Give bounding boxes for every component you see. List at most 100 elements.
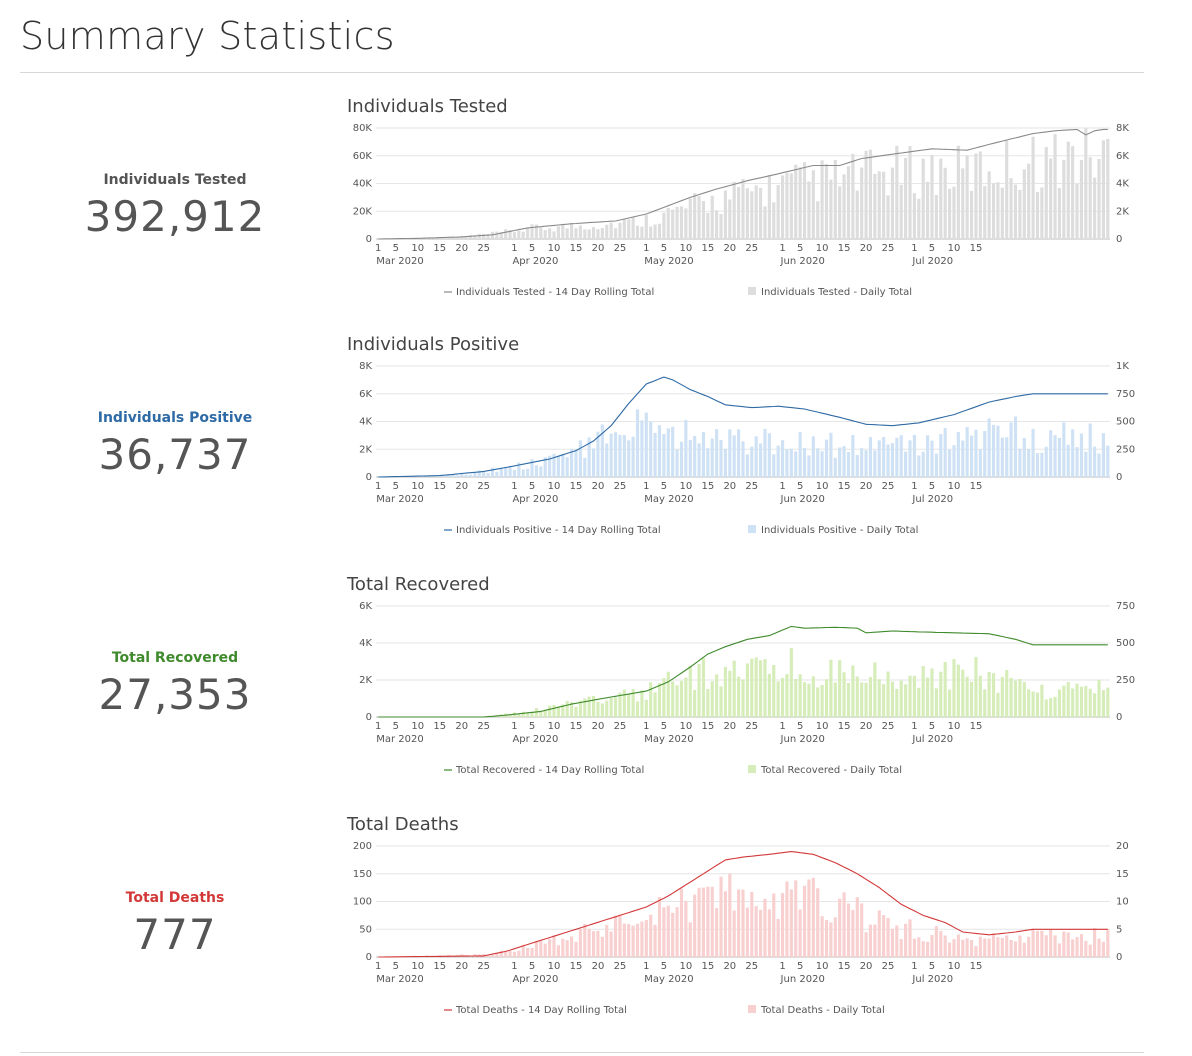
daily-bar (1088, 423, 1092, 477)
daily-bar (1071, 146, 1075, 239)
daily-bar (609, 433, 613, 477)
daily-bar (1097, 158, 1101, 239)
daily-bar (767, 909, 771, 957)
chart-individuals-positive: 0 2K 4K 6K 8K 0 250 500 750 1K 1 5 10 15 20 25 1 5 10 15 20 2… (340, 334, 1140, 564)
daily-bar (1053, 935, 1057, 957)
daily-bar (653, 224, 657, 239)
daily-bar (521, 711, 525, 717)
daily-bar (873, 173, 877, 239)
daily-bar (1088, 688, 1092, 717)
daily-bar (552, 231, 556, 239)
x-tick-label: 5 (929, 481, 935, 492)
daily-bar (512, 712, 517, 717)
daily-bar (490, 467, 495, 477)
daily-bar (653, 432, 657, 477)
daily-bar (706, 212, 710, 239)
daily-bar (728, 873, 732, 957)
daily-bar (908, 146, 912, 239)
daily-bar (446, 237, 451, 239)
daily-bar (758, 443, 763, 477)
legend-label: Total Deaths - 14 Day Rolling Total (455, 1005, 627, 1016)
daily-bar (794, 164, 798, 239)
daily-bar (1097, 679, 1101, 717)
daily-bar (991, 933, 996, 957)
daily-bar (776, 185, 780, 239)
daily-bar (530, 459, 534, 477)
daily-bar (1000, 187, 1004, 239)
daily-bar (1005, 140, 1009, 239)
daily-bar (741, 441, 745, 477)
daily-bar (631, 925, 635, 957)
daily-bar (468, 474, 473, 477)
daily-bar (1066, 681, 1070, 717)
x-tick-label: 15 (433, 481, 446, 492)
x-month-label: Jul 2020 (911, 974, 953, 985)
daily-bar (776, 681, 780, 717)
daily-bar (868, 924, 873, 957)
daily-bar (890, 167, 895, 239)
daily-bar (600, 424, 604, 477)
daily-bar (688, 198, 692, 239)
daily-bar (882, 684, 886, 717)
daily-bar (886, 917, 890, 957)
daily-bar (662, 434, 666, 477)
x-tick-label: 25 (745, 243, 758, 254)
x-tick-label: 20 (592, 481, 605, 492)
daily-bar (495, 231, 499, 239)
daily-bar (521, 231, 525, 239)
daily-bar (965, 426, 969, 477)
daily-bar (653, 692, 657, 717)
daily-bar (609, 697, 613, 717)
stat-value: 36,737 (98, 430, 252, 479)
y-tick-label: 2K (359, 675, 372, 686)
daily-bar (864, 450, 868, 477)
x-tick-label: 5 (393, 481, 399, 492)
daily-bar (1062, 685, 1066, 717)
daily-bar (635, 701, 640, 717)
x-tick-label: 5 (661, 961, 667, 972)
daily-bar (508, 714, 512, 717)
daily-bar (1027, 163, 1031, 239)
daily-bar (605, 924, 609, 957)
daily-bar (921, 158, 925, 239)
daily-bar (1062, 159, 1066, 239)
daily-bar (926, 181, 930, 239)
daily-bar (548, 455, 552, 477)
daily-bar (635, 225, 640, 239)
x-tick-label: 1 (911, 481, 917, 492)
daily-bar (886, 671, 890, 717)
x-month-label: Apr 2020 (512, 734, 558, 745)
daily-bar (952, 445, 956, 477)
daily-bar (864, 682, 868, 717)
daily-bar (618, 692, 622, 717)
daily-bar (983, 431, 987, 477)
daily-bar (772, 454, 776, 477)
x-tick-label: 5 (797, 961, 803, 972)
daily-bar (780, 440, 785, 477)
daily-bar (657, 897, 662, 957)
daily-bar (605, 224, 609, 239)
x-tick-label: 25 (477, 961, 490, 972)
daily-bar (464, 474, 468, 477)
daily-bar (824, 439, 829, 477)
daily-bar (609, 222, 613, 239)
daily-bar (548, 228, 552, 239)
daily-bar (539, 466, 543, 477)
daily-bar (978, 449, 982, 477)
x-month-label: Apr 2020 (512, 974, 558, 985)
daily-bar (908, 440, 912, 477)
daily-bar (512, 951, 517, 957)
x-tick-label: 10 (411, 243, 424, 254)
x-tick-label: 25 (614, 243, 627, 254)
daily-bar (952, 186, 956, 239)
daily-bar (486, 234, 490, 239)
daily-bar (1005, 935, 1009, 957)
daily-bar (499, 950, 503, 957)
daily-bar (1040, 452, 1044, 477)
x-tick-label: 25 (745, 721, 758, 732)
daily-bar (570, 448, 574, 477)
rolling-total-line (378, 376, 1108, 478)
daily-bar (583, 229, 587, 239)
daily-bar (842, 446, 846, 477)
daily-bar (499, 232, 503, 239)
